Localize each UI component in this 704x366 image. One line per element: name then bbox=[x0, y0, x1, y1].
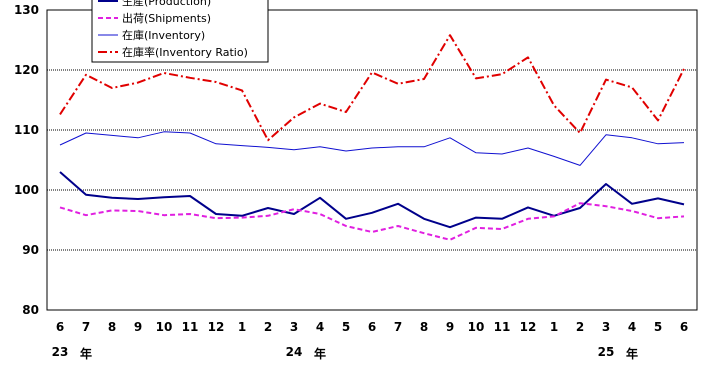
plot-frame bbox=[46, 9, 698, 311]
year-unit-label: 年 bbox=[626, 346, 638, 361]
year-label: 23 bbox=[52, 345, 69, 359]
x-tick-label: 8 bbox=[108, 320, 116, 334]
x-tick-label: 12 bbox=[208, 320, 225, 334]
x-tick-label: 11 bbox=[182, 320, 199, 334]
x-tick-label: 12 bbox=[520, 320, 537, 334]
legend-label: 生産(Production) bbox=[122, 0, 211, 8]
legend-box bbox=[91, 0, 269, 63]
year-unit-label: 年 bbox=[80, 346, 92, 361]
x-tick-label: 2 bbox=[264, 320, 272, 334]
series-line-1 bbox=[59, 202, 685, 241]
x-tick-label: 7 bbox=[394, 320, 402, 334]
x-tick-label: 9 bbox=[134, 320, 142, 334]
x-tick-label: 4 bbox=[628, 320, 636, 334]
legend-label: 在庫(Inventory) bbox=[122, 28, 205, 42]
x-tick-label: 6 bbox=[56, 320, 64, 334]
year-label: 25 bbox=[598, 345, 615, 359]
x-tick-label: 10 bbox=[156, 320, 173, 334]
x-tick-label: 6 bbox=[368, 320, 376, 334]
y-tick-label: 120 bbox=[14, 63, 39, 77]
series-line-0 bbox=[59, 171, 685, 229]
y-tick-label: 80 bbox=[22, 303, 39, 317]
x-tick-label: 3 bbox=[602, 320, 610, 334]
x-tick-label: 8 bbox=[420, 320, 428, 334]
x-tick-label: 6 bbox=[680, 320, 688, 334]
x-tick-label: 2 bbox=[576, 320, 584, 334]
x-tick-label: 1 bbox=[550, 320, 558, 334]
y-tick-label: 100 bbox=[14, 183, 39, 197]
year-label: 24 bbox=[286, 345, 303, 359]
y-tick-label: 110 bbox=[14, 123, 39, 137]
x-tick-label: 4 bbox=[316, 320, 324, 334]
x-axis: 6 7 8 9 10 11 12 1 2 3 4 5 6 7 8 9 10 11 12 1 2 3 4 5 623 年 24 年 25 年 bbox=[52, 320, 689, 361]
x-tick-label: 9 bbox=[446, 320, 454, 334]
year-unit-label: 年 bbox=[314, 346, 326, 361]
x-tick-label: 3 bbox=[290, 320, 298, 334]
legend-label: 在庫率(Inventory Ratio) bbox=[122, 45, 248, 59]
x-tick-label: 5 bbox=[654, 320, 662, 334]
y-axis: 80 90 100 110 120 130 bbox=[14, 3, 39, 317]
series-lines bbox=[59, 34, 685, 241]
y-tick-label: 90 bbox=[22, 243, 39, 257]
legend: 生産(Production) 出荷(Shipments) 在庫(Inventory)… bbox=[91, 0, 269, 63]
x-tick-label: 1 bbox=[238, 320, 246, 334]
grid-lines bbox=[47, 69, 697, 251]
series-line-2 bbox=[59, 131, 685, 166]
x-tick-label: 5 bbox=[342, 320, 350, 334]
y-tick-label: 130 bbox=[14, 3, 39, 17]
legend-label: 出荷(Shipments) bbox=[122, 11, 211, 25]
x-tick-label: 10 bbox=[468, 320, 485, 334]
x-tick-label: 11 bbox=[494, 320, 511, 334]
x-tick-label: 7 bbox=[82, 320, 90, 334]
